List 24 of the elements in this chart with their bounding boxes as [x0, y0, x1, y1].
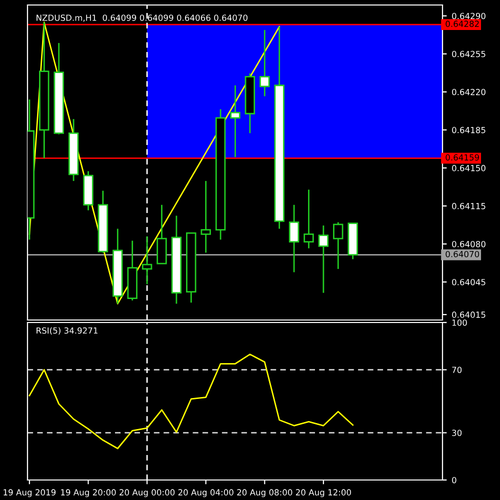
y-tick-label: 0.64115	[452, 202, 486, 210]
y-tick-label: 0.64255	[452, 50, 486, 58]
y-tick-label: 70	[452, 366, 462, 374]
y-tick-label: 0.64015	[452, 312, 486, 318]
y-tick-label: 0.64045	[452, 278, 486, 286]
y-tick-label: 0.64185	[452, 126, 486, 134]
y-tick-label: 0.64220	[452, 88, 486, 96]
ref-line-label: 0.64159	[446, 154, 480, 161]
x-tick-label: 19 Aug 20:00	[61, 489, 116, 498]
y-tick-label: 0.64290	[452, 12, 486, 20]
x-tick-label: 19 Aug 2019	[4, 489, 56, 498]
x-tick-label: 20 Aug 08:00	[237, 489, 292, 498]
x-tick-label: 20 Aug 12:00	[296, 489, 351, 498]
y-tick-label: 100	[452, 319, 467, 326]
y-tick-label: 30	[452, 430, 462, 436]
x-tick-label: 20 Aug 04:00	[178, 489, 234, 498]
ref-line-label: 0.64282	[446, 20, 479, 27]
y-tick-label: 0.64150	[452, 164, 486, 172]
y-tick-label: 0.64080	[452, 240, 486, 248]
x-tick-label: 20 Aug 00:00	[120, 489, 175, 498]
y-tick-label: 0	[452, 476, 456, 484]
text: RSI(5) 34.9271	[36, 327, 98, 335]
text: NZDUSD.m,H1 0.64099 0.64099 0.64066 0.64070	[36, 14, 248, 22]
ref-line-label: 0.64070	[446, 250, 480, 258]
